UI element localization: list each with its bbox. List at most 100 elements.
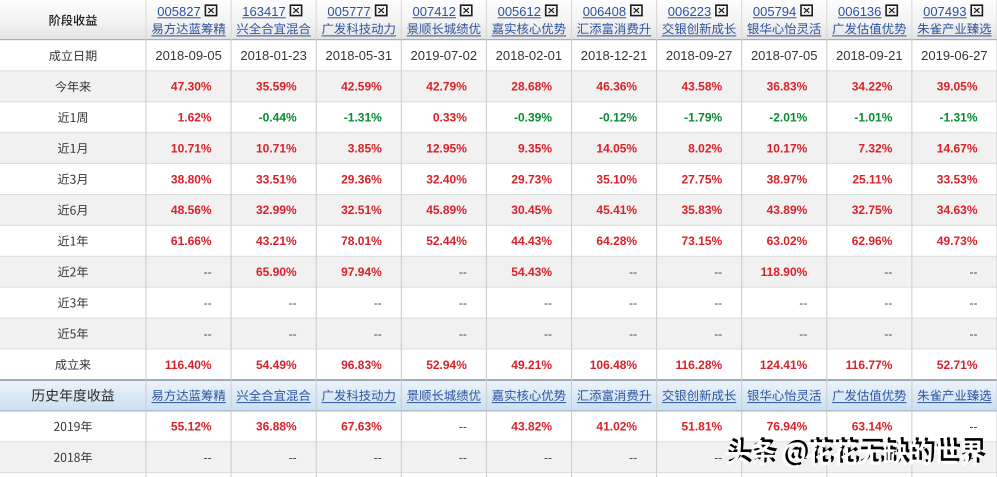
svg-text:1.62%: 1.62% [178, 111, 212, 125]
svg-text:--: -- [374, 450, 382, 464]
svg-text:-0.12%: -0.12% [599, 111, 637, 125]
svg-text:--: -- [714, 296, 722, 310]
svg-text:--: -- [544, 296, 552, 310]
svg-text:--: -- [459, 327, 467, 341]
svg-text:51.81%: 51.81% [681, 420, 722, 434]
svg-text:34.63%: 34.63% [937, 203, 978, 217]
svg-text:9.35%: 9.35% [518, 141, 552, 155]
svg-text:118.90%: 118.90% [761, 265, 808, 279]
svg-text:116.28%: 116.28% [675, 358, 722, 372]
svg-text:--: -- [799, 327, 807, 341]
svg-text:73.15%: 73.15% [681, 234, 722, 248]
svg-text:--: -- [289, 450, 297, 464]
svg-text:006136: 006136 [838, 4, 881, 19]
svg-text:116.77%: 116.77% [846, 358, 893, 372]
svg-text:65.90%: 65.90% [256, 265, 297, 279]
svg-text:32.99%: 32.99% [256, 203, 297, 217]
svg-text:41.02%: 41.02% [596, 420, 637, 434]
svg-text:163417: 163417 [242, 4, 285, 19]
svg-text:--: -- [714, 450, 722, 464]
svg-text:2019-07-02: 2019-07-02 [411, 48, 478, 63]
svg-text:29.36%: 29.36% [341, 172, 382, 186]
svg-text:39.05%: 39.05% [937, 80, 978, 94]
svg-text:2018-12-21: 2018-12-21 [581, 48, 648, 63]
svg-text:14.05%: 14.05% [596, 141, 637, 155]
svg-text:3.85%: 3.85% [348, 141, 382, 155]
svg-text:--: -- [884, 327, 892, 341]
svg-text:--: -- [884, 265, 892, 279]
svg-text:97.94%: 97.94% [341, 265, 382, 279]
svg-text:-2.01%: -2.01% [769, 111, 807, 125]
svg-text:43.58%: 43.58% [681, 80, 722, 94]
svg-text:--: -- [204, 265, 212, 279]
svg-text:78.01%: 78.01% [341, 234, 382, 248]
svg-text:49.21%: 49.21% [511, 358, 552, 372]
svg-text:--: -- [544, 450, 552, 464]
svg-text:--: -- [629, 265, 637, 279]
svg-text:35.10%: 35.10% [596, 172, 637, 186]
svg-text:63.14%: 63.14% [852, 420, 893, 434]
svg-text:44.43%: 44.43% [511, 234, 552, 248]
svg-text:--: -- [289, 327, 297, 341]
svg-text:38.97%: 38.97% [767, 172, 808, 186]
svg-text:54.43%: 54.43% [511, 265, 552, 279]
svg-text:--: -- [714, 327, 722, 341]
svg-text:--: -- [799, 296, 807, 310]
svg-text:10.71%: 10.71% [256, 141, 297, 155]
svg-text:28.68%: 28.68% [511, 80, 552, 94]
svg-text:006223: 006223 [668, 4, 711, 19]
svg-text:--: -- [970, 327, 978, 341]
svg-text:--: -- [459, 296, 467, 310]
svg-text:27.75%: 27.75% [681, 172, 722, 186]
svg-text:--: -- [204, 296, 212, 310]
svg-text:25.11%: 25.11% [852, 172, 892, 186]
svg-text:76.94%: 76.94% [767, 420, 808, 434]
svg-text:62.96%: 62.96% [852, 234, 893, 248]
svg-text:67.63%: 67.63% [341, 420, 382, 434]
svg-text:38.80%: 38.80% [171, 172, 212, 186]
svg-text:--: -- [970, 420, 978, 434]
svg-text:-0.39%: -0.39% [514, 111, 552, 125]
svg-text:10.71%: 10.71% [171, 141, 212, 155]
svg-text:--: -- [970, 265, 978, 279]
svg-text:47.30%: 47.30% [171, 80, 212, 94]
svg-text:54.49%: 54.49% [256, 358, 297, 372]
svg-text:--: -- [459, 265, 467, 279]
svg-text:32.40%: 32.40% [426, 172, 467, 186]
svg-text:14.67%: 14.67% [937, 141, 978, 155]
svg-text:46.36%: 46.36% [596, 80, 637, 94]
svg-text:106.48%: 106.48% [590, 358, 638, 372]
svg-text:--: -- [714, 265, 722, 279]
svg-text:30.45%: 30.45% [511, 203, 552, 217]
svg-text:52.94%: 52.94% [426, 358, 467, 372]
svg-text:43.21%: 43.21% [256, 234, 297, 248]
svg-text:005794: 005794 [753, 4, 796, 19]
svg-text:--: -- [629, 450, 637, 464]
svg-text:005612: 005612 [498, 4, 541, 19]
svg-text:--: -- [374, 296, 382, 310]
svg-text:--: -- [544, 327, 552, 341]
svg-text:52.44%: 52.44% [426, 234, 467, 248]
svg-text:--: -- [459, 450, 467, 464]
svg-text:005827: 005827 [157, 4, 200, 19]
svg-text:33.51%: 33.51% [256, 172, 297, 186]
svg-text:63.02%: 63.02% [767, 234, 808, 248]
svg-text:--: -- [970, 450, 978, 464]
svg-text:52.71%: 52.71% [937, 358, 978, 372]
svg-text:12.95%: 12.95% [426, 141, 467, 155]
svg-text:42.79%: 42.79% [426, 80, 467, 94]
svg-text:0.33%: 0.33% [433, 111, 467, 125]
svg-text:--: -- [459, 420, 467, 434]
svg-text:-1.31%: -1.31% [939, 111, 977, 125]
svg-text:55.12%: 55.12% [171, 420, 212, 434]
svg-text:2018-01-23: 2018-01-23 [240, 48, 307, 63]
svg-text:43.82%: 43.82% [511, 420, 552, 434]
svg-text:--: -- [629, 296, 637, 310]
svg-text:2018-02-01: 2018-02-01 [496, 48, 563, 63]
svg-text:45.41%: 45.41% [596, 203, 637, 217]
svg-text:35.59%: 35.59% [256, 80, 297, 94]
svg-text:-1.31%: -1.31% [344, 111, 382, 125]
svg-text:61.66%: 61.66% [171, 234, 212, 248]
svg-text:007412: 007412 [413, 4, 456, 19]
svg-text:36.88%: 36.88% [256, 420, 297, 434]
